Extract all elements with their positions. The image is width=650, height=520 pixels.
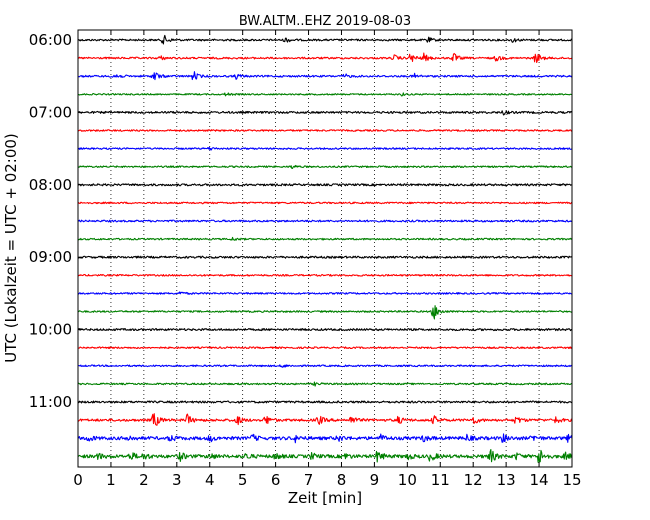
trace-0800: [77, 183, 573, 187]
x-tick-label: 0: [73, 471, 83, 489]
trace-0600: [77, 34, 573, 45]
trace-0830: [77, 219, 573, 223]
trace-0645: [77, 92, 573, 97]
x-tick-label: 12: [464, 471, 483, 489]
x-tick-label: 11: [431, 471, 450, 489]
trace-0845: [77, 236, 573, 241]
trace-1015: [77, 346, 573, 350]
trace-1000: [77, 328, 573, 332]
x-tick-label: 1: [106, 471, 116, 489]
grid-lines: [110, 30, 540, 467]
chart-title: BW.ALTM..EHZ 2019-08-03: [239, 14, 411, 29]
seismogram-traces: [77, 34, 573, 463]
x-tick-label: 8: [337, 471, 347, 489]
trace-1100: [77, 400, 573, 404]
trace-1045: [77, 381, 573, 387]
trace-0745: [77, 164, 573, 169]
x-tick-label: 3: [172, 471, 182, 489]
axes: 0 1 2 3 4 5 6 7 8 9 10 11 12 13 14 1506:0007:0008:0009:…: [29, 30, 582, 489]
trace-0730: [77, 146, 573, 151]
trace-0900: [77, 255, 573, 259]
y-tick-label: 06:00: [29, 31, 72, 49]
trace-0630: [77, 71, 573, 81]
x-tick-label: 4: [205, 471, 215, 489]
trace-1115: [77, 413, 573, 426]
trace-0815: [77, 201, 573, 205]
trace-0930: [77, 291, 573, 295]
trace-1030: [77, 364, 573, 368]
trace-1145: [77, 449, 573, 463]
y-tick-label: 08:00: [29, 176, 72, 194]
y-tick-label: 10:00: [29, 321, 72, 339]
x-tick-label: 6: [271, 471, 281, 489]
x-tick-label: 2: [139, 471, 149, 489]
y-tick-label: 11:00: [29, 393, 72, 411]
x-tick-label: 7: [304, 471, 314, 489]
x-axis-label: Zeit [min]: [288, 489, 362, 507]
x-tick-label: 14: [530, 471, 549, 489]
trace-0945: [78, 305, 573, 320]
plot-frame: [77, 29, 573, 468]
trace-1130: [77, 433, 573, 444]
y-tick-label: 09:00: [29, 248, 72, 266]
y-axis-label: UTC (Lokalzeit = UTC + 02:00): [2, 133, 20, 363]
trace-0915: [77, 273, 573, 277]
x-tick-label: 9: [370, 471, 380, 489]
x-tick-label: 15: [562, 471, 581, 489]
x-tick-label: 5: [238, 471, 248, 489]
trace-0700: [77, 110, 573, 116]
x-tick-label: 13: [497, 471, 516, 489]
trace-0615: [77, 52, 573, 64]
x-tick-label: 10: [398, 471, 417, 489]
trace-0715: [77, 129, 573, 132]
y-tick-label: 07:00: [29, 103, 72, 121]
